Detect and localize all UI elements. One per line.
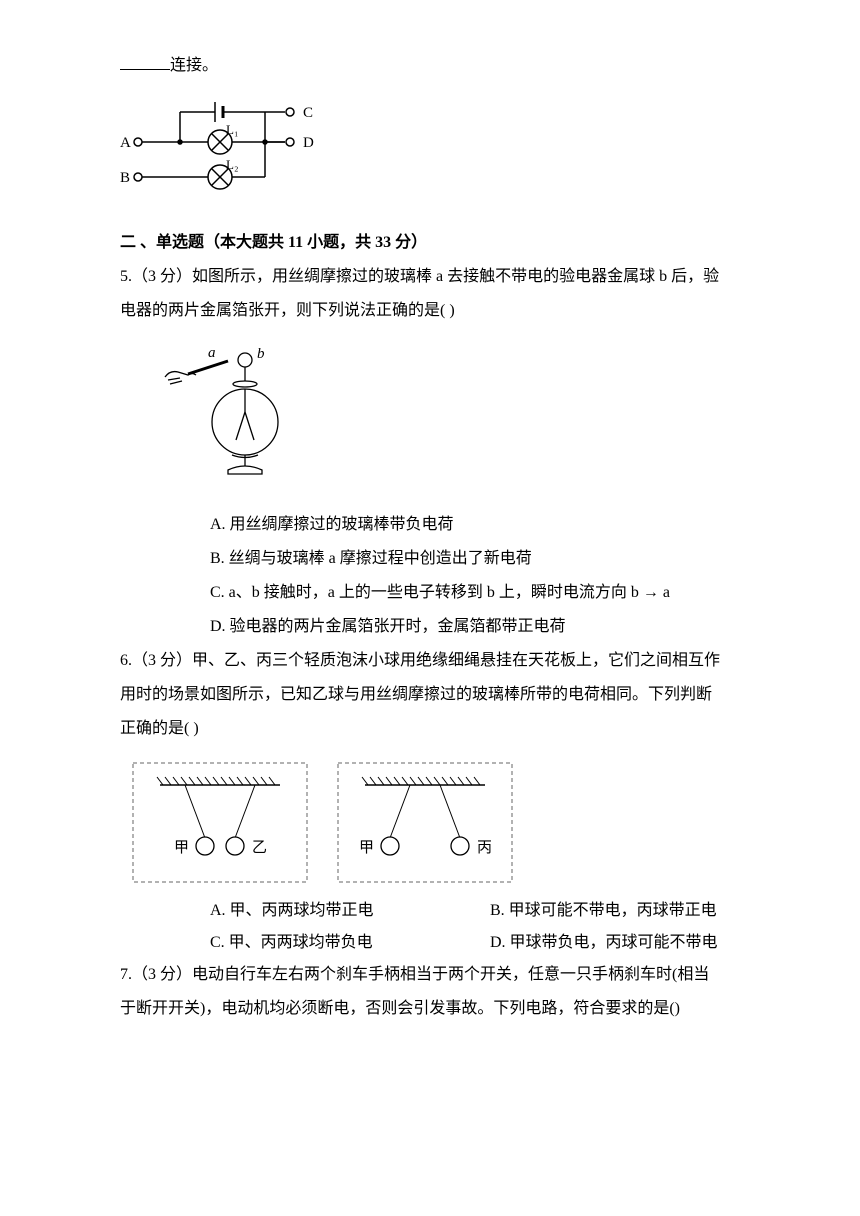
label-a: a [208,345,216,361]
label-D: D [303,135,314,151]
q5-stem-line1: 5.（3 分）如图所示，用丝绸摩擦过的玻璃棒 a 去接触不带电的验电器金属球 b… [120,261,740,293]
circuit-svg: A B C D L₁ L₂ [120,92,330,207]
q5-option-D: D. 验电器的两片金属箔张开时，金属箔都带正电荷 [210,611,740,643]
pendulum-diagrams: 甲 乙 甲 丙 [130,760,740,885]
circuit-diagram: A B C D L₁ L₂ [120,92,740,219]
q5-option-C: C. a、b 接触时，a 上的一些电子转移到 b 上，瞬时电流方向 b → a [210,577,740,609]
label-yi: 乙 [252,840,267,856]
label-jia-2: 甲 [359,840,374,856]
label-B: B [120,170,130,186]
q6-option-B: B. 甲球可能不带电，丙球带正电 [490,895,740,927]
pendulum-left: 甲 乙 [130,760,310,885]
q6-options: A. 甲、丙两球均带正电 B. 甲球可能不带电，丙球带正电 C. 甲、丙两球均带… [120,895,740,959]
label-A: A [120,135,131,151]
q6-stem-line2: 用时的场景如图所示，已知乙球与用丝绸摩擦过的玻璃棒所带的电荷相同。下列判断 [120,679,740,711]
q6-option-C: C. 甲、丙两球均带负电 [210,927,490,959]
label-b: b [257,346,265,362]
q7-stem-line2: 于断开开关)，电动机均必须断电，否则会引发事故。下列电路，符合要求的是() [120,993,740,1025]
section-header: 二 、单选题（本大题共 11 小题，共 33 分） [120,227,740,259]
q6-option-D: D. 甲球带负电，丙球可能不带电 [490,927,740,959]
q5-option-B: B. 丝绸与玻璃棒 a 摩擦过程中创造出了新电荷 [210,543,740,575]
fragment-top: 连接。 [120,50,740,82]
pendulum-right: 甲 丙 [335,760,515,885]
fill-blank [120,54,170,70]
label-C: C [303,105,313,121]
electroscope-diagram: a b [160,342,740,499]
q7-stem-line1: 7.（3 分）电动自行车左右两个刹车手柄相当于两个开关，任意一只手柄刹车时(相当 [120,959,740,991]
label-L1: L₁ [226,122,238,137]
q5-option-A: A. 用丝绸摩擦过的玻璃棒带负电荷 [210,509,740,541]
fragment-text: 连接。 [170,57,218,74]
label-L2: L₂ [226,157,238,172]
q6-stem-line3: 正确的是( ) [120,713,740,745]
electroscope-svg: a b [160,342,290,487]
q6-stem-line1: 6.（3 分）甲、乙、丙三个轻质泡沫小球用绝缘细绳悬挂在天花板上，它们之间相互作 [120,645,740,677]
q5-options: A. 用丝绸摩擦过的玻璃棒带负电荷 B. 丝绸与玻璃棒 a 摩擦过程中创造出了新… [120,509,740,643]
label-jia-1: 甲 [174,840,189,856]
q6-option-A: A. 甲、丙两球均带正电 [210,895,490,927]
q5-stem-line2: 电器的两片金属箔张开，则下列说法正确的是( ) [120,295,740,327]
label-bing: 丙 [477,840,492,856]
